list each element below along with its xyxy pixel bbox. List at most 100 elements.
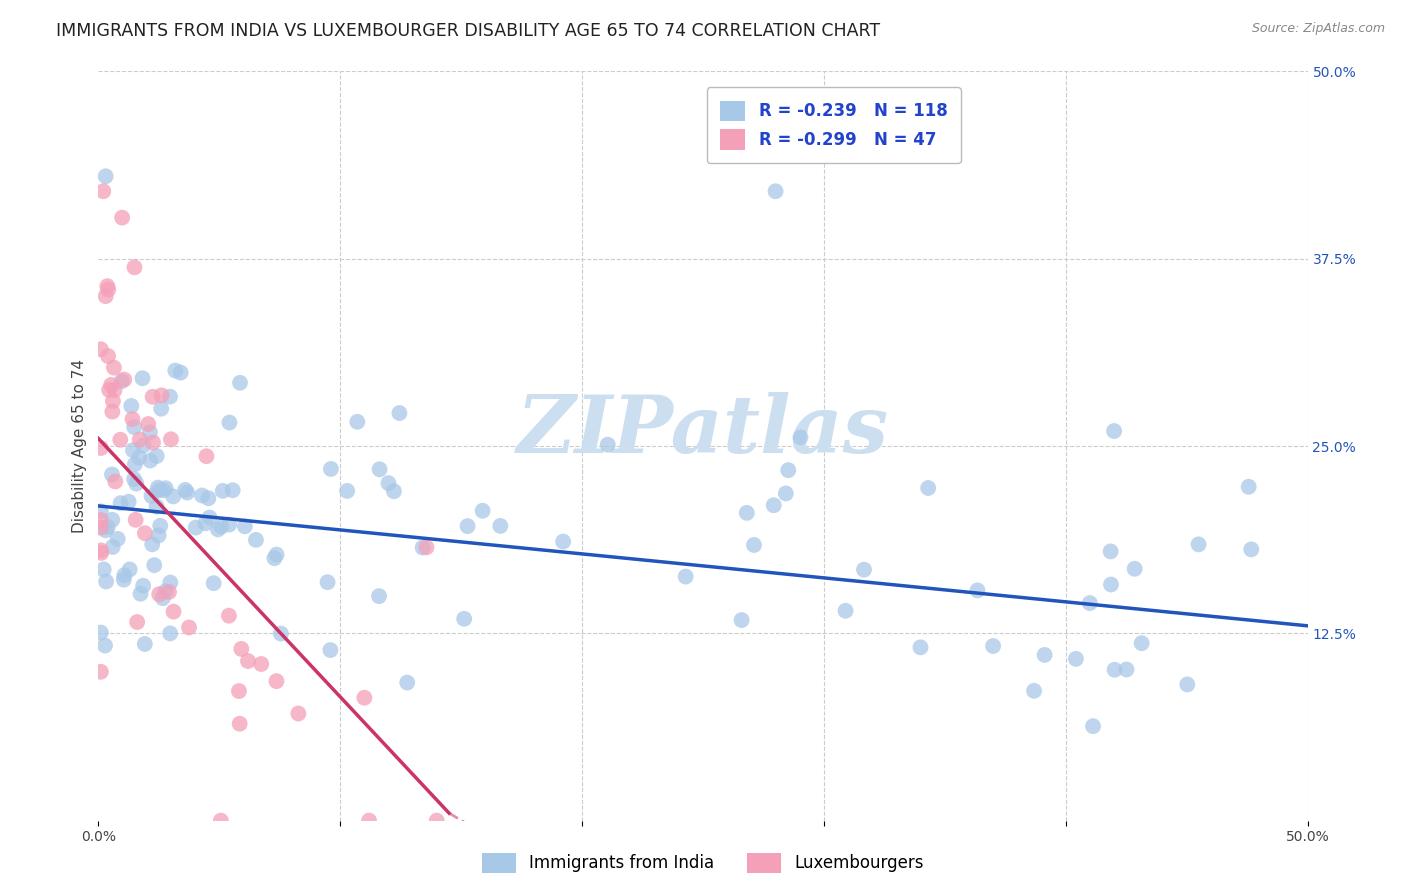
Text: IMMIGRANTS FROM INDIA VS LUXEMBOURGER DISABILITY AGE 65 TO 74 CORRELATION CHART: IMMIGRANTS FROM INDIA VS LUXEMBOURGER DI… (56, 22, 880, 40)
Point (101, 404, 124, 418)
Point (150, 388, 173, 402)
Point (90, 625, 112, 640)
Point (97, 520, 120, 534)
Point (917, 481, 939, 495)
Point (90, 520, 112, 534)
Point (765, 184, 787, 198)
Point (735, 506, 758, 520)
Point (195, 449, 218, 463)
Point (319, 462, 342, 476)
Point (101, 467, 124, 482)
Point (94, 169, 117, 184)
Point (124, 260, 146, 275)
Point (412, 541, 434, 555)
Point (1175, 677, 1198, 691)
Point (211, 483, 233, 498)
Point (1123, 562, 1146, 576)
Legend: Immigrants from India, Luxembourgers: Immigrants from India, Luxembourgers (475, 847, 931, 880)
Point (136, 417, 159, 431)
Point (134, 637, 156, 651)
Point (789, 430, 811, 444)
Legend: R = -0.239   N = 118, R = -0.299   N = 47: R = -0.239 N = 118, R = -0.299 N = 47 (707, 87, 960, 163)
Point (132, 438, 155, 452)
Point (139, 425, 162, 440)
Point (101, 394, 124, 409)
Point (139, 453, 162, 467)
Point (128, 450, 150, 465)
Point (1081, 719, 1104, 733)
Point (730, 613, 752, 627)
Point (160, 433, 183, 447)
Point (368, 589, 391, 603)
Point (1102, 424, 1125, 438)
Point (90, 504, 112, 518)
Point (90, 543, 112, 558)
Point (966, 583, 988, 598)
Point (124, 457, 146, 471)
Point (336, 483, 359, 498)
Point (197, 491, 219, 506)
Point (101, 513, 124, 527)
Point (221, 483, 243, 498)
Point (228, 684, 250, 698)
Point (100, 377, 122, 392)
Point (127, 615, 149, 629)
Point (1099, 544, 1122, 558)
Point (103, 360, 125, 375)
Point (143, 558, 166, 573)
Point (90, 546, 112, 560)
Point (104, 475, 127, 489)
Point (596, 438, 619, 452)
Point (157, 585, 180, 599)
Point (191, 488, 214, 502)
Point (121, 412, 143, 426)
Point (250, 657, 273, 671)
Point (742, 538, 765, 552)
Point (1099, 577, 1122, 591)
Point (146, 481, 169, 495)
Point (176, 485, 198, 500)
Point (287, 706, 309, 721)
Point (148, 587, 170, 601)
Point (453, 612, 475, 626)
Point (112, 372, 135, 386)
Point (177, 620, 200, 634)
Point (90, 343, 112, 357)
Point (150, 401, 173, 416)
Point (1033, 648, 1056, 662)
Point (111, 374, 134, 388)
Point (107, 532, 129, 546)
Point (1078, 596, 1101, 610)
Point (209, 814, 232, 828)
Point (266, 674, 288, 689)
Point (110, 433, 132, 447)
Point (129, 587, 152, 601)
Point (174, 483, 197, 497)
Point (207, 522, 229, 536)
Point (1064, 652, 1087, 666)
Point (236, 654, 259, 668)
Point (112, 573, 135, 587)
Point (134, 526, 156, 541)
Point (155, 481, 177, 495)
Point (228, 716, 250, 731)
Point (270, 626, 292, 640)
Point (471, 504, 494, 518)
Point (162, 605, 184, 619)
Point (981, 639, 1004, 653)
Point (131, 371, 153, 385)
Point (162, 490, 184, 504)
Point (353, 690, 375, 705)
Point (90, 665, 112, 679)
Point (155, 584, 177, 599)
Point (128, 433, 150, 447)
Point (96, 279, 118, 293)
Point (142, 390, 165, 404)
Point (346, 415, 368, 429)
Point (159, 575, 181, 590)
Point (184, 520, 207, 534)
Point (110, 496, 132, 510)
Point (245, 533, 267, 547)
Point (415, 541, 437, 555)
Point (122, 420, 145, 434)
